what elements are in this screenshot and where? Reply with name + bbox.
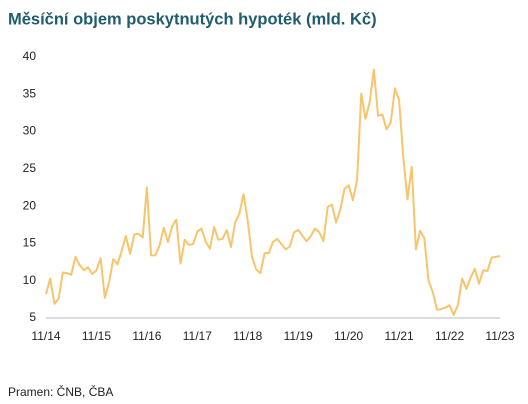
chart-title: Měsíční objem poskytnutých hypoték (mld.… (8, 10, 377, 28)
x-tick-label: 11/19 (284, 329, 313, 343)
x-tick-label: 11/16 (132, 329, 161, 343)
y-tick-label: 30 (23, 124, 37, 138)
x-tick-label: 11/14 (31, 329, 60, 343)
x-tick-label: 11/23 (485, 329, 514, 343)
source: Pramen: ČNB, ČBA (8, 384, 113, 399)
x-tick-label: 11/18 (233, 329, 262, 343)
y-tick-label: 15 (23, 236, 37, 250)
y-tick-label: 20 (23, 198, 37, 212)
y-tick-label: 40 (23, 49, 37, 63)
y-tick-label: 25 (23, 161, 37, 175)
y-tick-label: 35 (23, 86, 37, 100)
y-tick-label: 5 (29, 310, 36, 324)
line (45, 68, 501, 317)
x-tick-label: 11/22 (435, 329, 464, 343)
y-tick-label: 10 (23, 273, 37, 287)
x-tick-label: 11/21 (385, 329, 414, 343)
x-tick-label: 11/15 (82, 329, 111, 343)
x-tick-label: 11/20 (334, 329, 363, 343)
x-tick-label: 11/17 (183, 329, 212, 343)
